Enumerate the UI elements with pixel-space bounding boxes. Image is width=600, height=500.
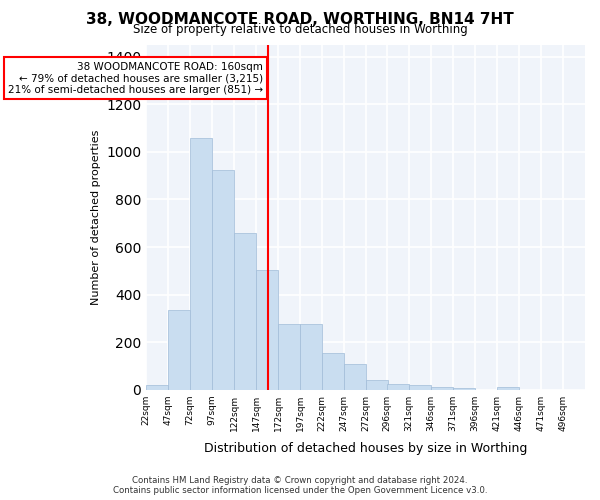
Bar <box>431 386 453 390</box>
Text: 38, WOODMANCOTE ROAD, WORTHING, BN14 7HT: 38, WOODMANCOTE ROAD, WORTHING, BN14 7HT <box>86 12 514 28</box>
Bar <box>453 388 475 390</box>
Bar <box>322 353 344 390</box>
Bar <box>146 385 168 390</box>
Bar <box>234 233 256 390</box>
Bar <box>256 270 278 390</box>
Bar <box>168 310 190 390</box>
Bar <box>497 388 519 390</box>
Text: Contains HM Land Registry data © Crown copyright and database right 2024.
Contai: Contains HM Land Registry data © Crown c… <box>113 476 487 495</box>
Y-axis label: Number of detached properties: Number of detached properties <box>91 130 101 305</box>
Bar <box>190 138 212 390</box>
Bar <box>344 364 366 390</box>
Text: Size of property relative to detached houses in Worthing: Size of property relative to detached ho… <box>133 22 467 36</box>
X-axis label: Distribution of detached houses by size in Worthing: Distribution of detached houses by size … <box>204 442 527 455</box>
Text: 38 WOODMANCOTE ROAD: 160sqm
← 79% of detached houses are smaller (3,215)
21% of : 38 WOODMANCOTE ROAD: 160sqm ← 79% of det… <box>8 62 263 95</box>
Bar <box>300 324 322 390</box>
Bar <box>278 324 300 390</box>
Bar <box>366 380 388 390</box>
Bar <box>212 170 234 390</box>
Bar <box>409 385 431 390</box>
Bar <box>387 384 409 390</box>
